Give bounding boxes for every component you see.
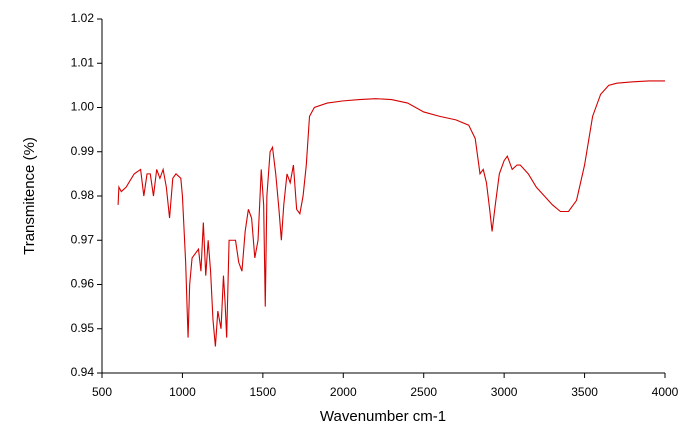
x-tick-label: 500 [92,385,112,399]
spectrum-line [117,80,665,347]
y-tick-label: 1.00 [71,100,95,114]
y-axis-title: Transmitence (%) [21,137,38,255]
x-axis-title: Wavenumber cm-1 [320,408,446,425]
x-tick-label: 4000 [652,385,679,399]
y-tick-label: 0.96 [71,277,95,291]
y-tick-label: 0.97 [71,232,95,246]
x-tick-label: 3000 [491,385,518,399]
y-tick-label: 1.01 [71,55,95,69]
x-tick-label: 3500 [571,385,598,399]
y-tick-label: 0.94 [71,365,95,379]
y-tick-label: 0.98 [71,188,95,202]
x-tick-label: 2000 [330,385,357,399]
y-tick-label: 0.99 [71,144,95,158]
y-tick-label: 0.95 [71,321,95,335]
x-tick-label: 1500 [250,385,277,399]
x-tick-label: 1000 [169,385,196,399]
y-tick-label: 1.02 [71,11,95,25]
x-tick-label: 2500 [410,385,437,399]
